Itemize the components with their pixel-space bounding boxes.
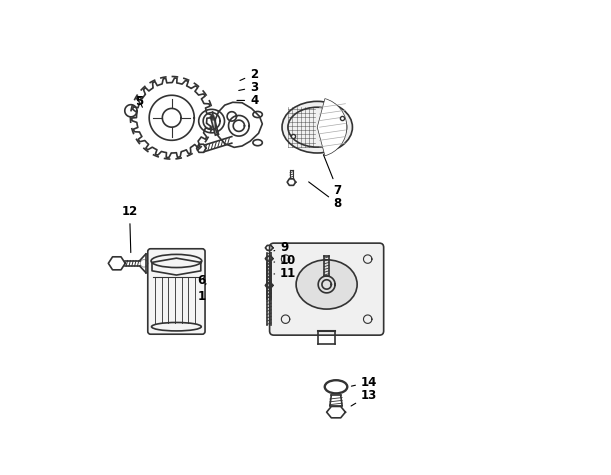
Text: 8: 8 [309, 182, 342, 210]
Ellipse shape [296, 260, 357, 309]
Text: 9: 9 [274, 241, 288, 254]
Text: 13: 13 [351, 389, 377, 406]
Text: 1: 1 [197, 284, 206, 303]
Text: 6: 6 [197, 274, 206, 287]
Text: 7: 7 [323, 155, 342, 197]
Ellipse shape [282, 101, 353, 153]
Text: 14: 14 [351, 376, 377, 389]
Text: 5: 5 [136, 95, 144, 108]
Text: 10: 10 [274, 254, 296, 267]
Text: 2: 2 [240, 67, 258, 81]
Text: 12: 12 [122, 205, 137, 253]
Text: 3: 3 [239, 81, 258, 94]
Text: 4: 4 [237, 94, 258, 107]
FancyBboxPatch shape [269, 243, 384, 335]
Wedge shape [317, 99, 347, 156]
FancyBboxPatch shape [148, 249, 205, 334]
Text: 11: 11 [274, 266, 296, 280]
Bar [211, 116, 219, 135]
